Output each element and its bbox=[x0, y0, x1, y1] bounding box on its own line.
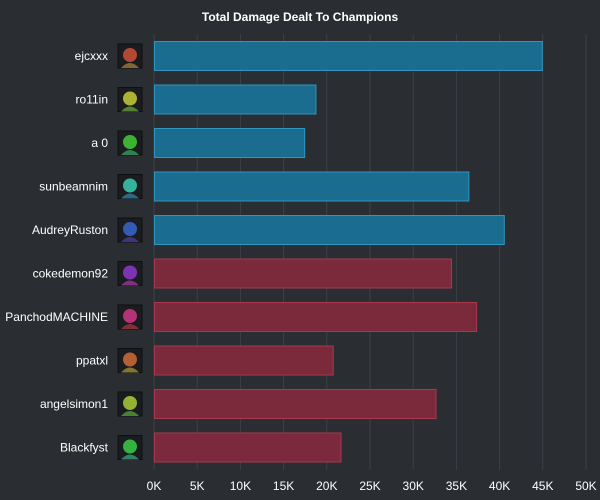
x-tick-label: 50K bbox=[575, 479, 596, 493]
bar-blue-team bbox=[154, 171, 470, 202]
x-tick-label: 30K bbox=[403, 479, 424, 493]
champion-portrait-icon bbox=[117, 174, 143, 199]
x-axis-ticks: 0K 5K 10K 15K 20K 25K 30K 35K 40K 45K 50K bbox=[147, 479, 597, 493]
champion-portrait-icon bbox=[117, 391, 143, 417]
bar-red-team bbox=[154, 302, 478, 332]
x-tick-label: 35K bbox=[446, 479, 467, 493]
player-name-label: PanchodMACHINE bbox=[5, 310, 108, 324]
bars bbox=[154, 41, 543, 463]
x-tick-label: 15K bbox=[273, 479, 294, 493]
bar-blue-team bbox=[154, 84, 317, 115]
bar-blue-team bbox=[154, 128, 306, 158]
champion-portrait-icon bbox=[117, 304, 143, 330]
x-tick-label: 25K bbox=[359, 479, 380, 493]
champion-portrait-icon bbox=[117, 217, 143, 243]
player-labels: ejcxxx ro11in a 0 sunbeamnim AudreyRuston cok… bbox=[5, 49, 108, 455]
player-name-label: a 0 bbox=[91, 136, 108, 150]
player-name-label: angelsimon1 bbox=[40, 397, 108, 411]
x-tick-label: 45K bbox=[532, 479, 553, 493]
bar-red-team bbox=[154, 432, 342, 463]
bar-red-team bbox=[154, 258, 453, 289]
champion-portrait-icon bbox=[117, 43, 143, 69]
bar-blue-team bbox=[154, 215, 505, 245]
player-name-label: ro11in bbox=[76, 93, 108, 107]
x-tick-label: 0K bbox=[147, 479, 162, 493]
champion-portrait-icon bbox=[117, 435, 143, 460]
bar-red-team bbox=[154, 389, 437, 419]
player-name-label: Blackfyst bbox=[60, 441, 109, 455]
player-name-label: cokedemon92 bbox=[33, 267, 109, 281]
champion-portrait-icon bbox=[117, 261, 143, 286]
x-tick-label: 10K bbox=[230, 479, 251, 493]
champion-portrait-icon bbox=[117, 130, 143, 156]
player-name-label: AudreyRuston bbox=[32, 223, 108, 237]
chart-title: Total Damage Dealt To Champions bbox=[202, 10, 399, 24]
champion-portrait-icon bbox=[117, 87, 143, 112]
x-tick-label: 40K bbox=[489, 479, 510, 493]
x-tick-label: 5K bbox=[190, 479, 205, 493]
player-name-label: ppatxl bbox=[76, 354, 108, 368]
champion-portrait-icon bbox=[117, 348, 143, 373]
player-name-label: sunbeamnim bbox=[39, 180, 108, 194]
x-tick-label: 20K bbox=[316, 479, 337, 493]
bar-red-team bbox=[154, 345, 334, 376]
bar-blue-team bbox=[154, 41, 543, 71]
player-name-label: ejcxxx bbox=[75, 49, 108, 63]
champion-icons bbox=[117, 43, 143, 460]
